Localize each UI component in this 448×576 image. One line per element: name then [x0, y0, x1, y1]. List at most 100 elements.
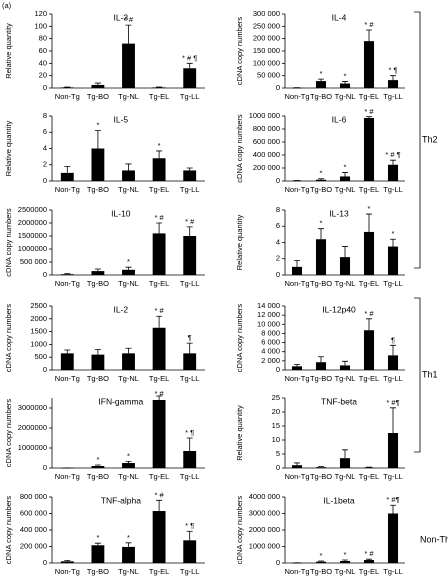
error-bar	[342, 360, 348, 366]
bar	[183, 451, 197, 468]
error-bar	[94, 464, 101, 466]
annotation: * #	[364, 107, 374, 116]
x-tick-label: Tg-LL	[383, 279, 403, 288]
y-tick-label: 80	[39, 34, 47, 43]
y-tick-label: 100	[34, 21, 47, 30]
y-tick-label: 120	[34, 9, 47, 18]
x-tick-label: Tg-NL	[335, 472, 356, 481]
y-axis-label: cDNA copy numbers	[235, 496, 244, 565]
y-tick-label: 0	[43, 365, 47, 374]
bar	[339, 257, 351, 275]
x-tick-label: Tg-LL	[180, 374, 200, 383]
error-bar	[318, 228, 324, 240]
y-tick-label: 6 000	[261, 338, 280, 347]
error-bar	[366, 29, 372, 42]
x-tick-label: Tg-LL	[180, 92, 200, 101]
y-axis-label: Relative quantity	[235, 215, 244, 271]
bar	[152, 87, 166, 88]
annotation: *	[320, 169, 323, 178]
y-tick-label: 100 000	[253, 58, 280, 67]
annotation: * #	[155, 306, 165, 315]
bar	[91, 148, 105, 181]
y-tick-label: 50 000	[257, 71, 280, 80]
x-tick-label: Tg-EL	[359, 374, 379, 383]
bracket	[414, 297, 421, 453]
error-bar	[94, 130, 101, 149]
annotation: *	[320, 69, 323, 78]
error-bar	[318, 560, 324, 562]
x-tick-label: Tg-LL	[180, 472, 200, 481]
annotation: * ¶	[185, 521, 194, 530]
error-bar	[125, 347, 132, 354]
annotation: *	[320, 219, 323, 228]
bar	[60, 172, 74, 181]
x-tick-label: Tg-EL	[149, 92, 169, 101]
bar	[60, 353, 74, 370]
bar	[60, 561, 74, 563]
error-bar	[64, 273, 71, 275]
bar	[387, 433, 399, 468]
x-tick-label: Non-Tg	[55, 92, 80, 101]
y-tick-label: 300 000	[253, 9, 280, 18]
x-tick-label: Tg-EL	[359, 185, 379, 194]
x-tick-label: Tg-NL	[335, 567, 356, 576]
y-tick-label: 200 000	[253, 34, 280, 43]
y-tick-label: 0	[43, 558, 47, 567]
y-tick-label: 0	[43, 83, 47, 92]
chart-title: IL-10	[111, 208, 131, 218]
error-bar	[156, 150, 163, 159]
error-bar	[366, 558, 372, 561]
y-tick-label: 10	[272, 435, 280, 444]
error-bar	[186, 226, 193, 236]
x-tick-label: Non-Tg	[284, 279, 309, 288]
bar	[152, 511, 166, 563]
y-tick-label: 0	[276, 365, 280, 374]
bar	[363, 41, 375, 88]
y-tick-label: 1500	[30, 327, 47, 336]
y-tick-label: 20	[39, 71, 47, 80]
annotation: *	[344, 550, 347, 559]
x-tick-label: Tg-EL	[359, 472, 379, 481]
y-axis-label: cDNA copy numbers	[235, 114, 244, 183]
y-tick-label: 8 000	[261, 328, 280, 337]
error-bar	[318, 78, 324, 82]
x-tick-label: Tg-LL	[383, 92, 403, 101]
error-bar	[318, 356, 324, 363]
annotation: *	[344, 72, 347, 81]
error-bar	[390, 407, 396, 433]
bar	[91, 354, 105, 370]
error-bar	[156, 395, 163, 400]
error-bar	[366, 318, 372, 331]
error-bar	[186, 167, 193, 171]
x-tick-label: Tg-BO	[310, 472, 332, 481]
panel-label: (a)	[2, 1, 12, 10]
bar	[91, 84, 105, 88]
chart-title: IL-13	[329, 208, 349, 218]
bar	[122, 463, 135, 468]
x-tick-label: Tg-BO	[310, 92, 332, 101]
error-bar	[342, 81, 348, 84]
y-axis-label: Relative quantity	[235, 405, 244, 461]
bar	[387, 80, 399, 88]
y-tick-label: 2000000	[18, 423, 47, 432]
error-bar	[390, 238, 396, 247]
x-tick-label: Non-Tg	[284, 472, 309, 481]
x-tick-label: Tg-NL	[335, 185, 356, 194]
y-tick-label: 1000000	[18, 443, 47, 452]
chart-title: IFN-gamma	[98, 396, 143, 406]
error-bar	[94, 82, 101, 85]
bar	[315, 467, 327, 468]
error-bar	[342, 172, 348, 177]
x-tick-label: Tg-EL	[359, 92, 379, 101]
x-tick-label: Tg-NL	[118, 279, 139, 288]
group-label: Non-Th	[420, 534, 448, 544]
x-tick-label: Tg-EL	[149, 185, 169, 194]
group-label: Th2	[422, 134, 438, 144]
y-tick-label: 800 000	[253, 124, 280, 133]
bar	[387, 355, 399, 370]
x-tick-label: Tg-NL	[335, 279, 356, 288]
annotation: * #	[364, 20, 374, 29]
bar	[315, 362, 327, 370]
y-axis-label: cDNA copy numbers	[4, 208, 13, 277]
